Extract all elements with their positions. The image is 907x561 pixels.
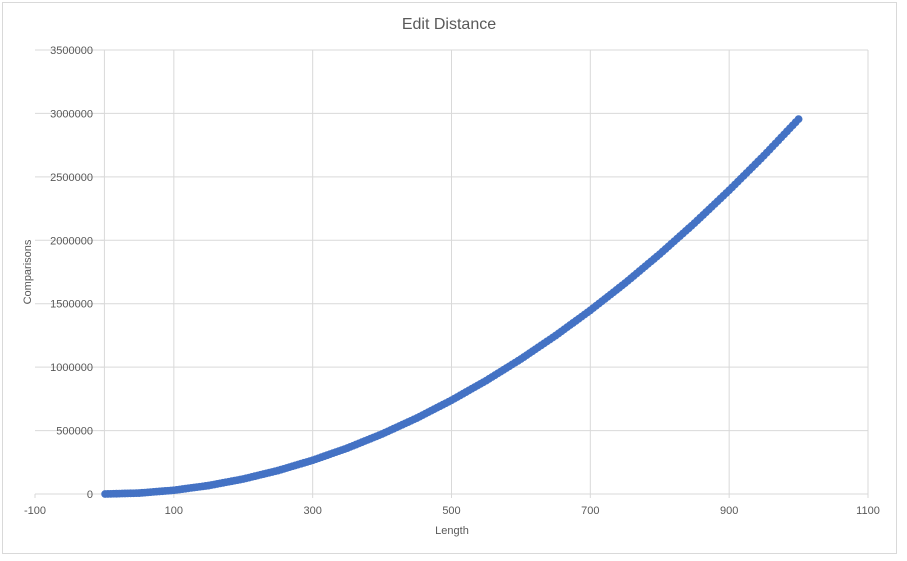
x-tick-label: 900 [720, 505, 738, 517]
y-tick-label: 2500000 [50, 172, 93, 184]
x-tick-label: 500 [442, 505, 460, 517]
tick-labels: -100 100 300 500 700 900 1100 0 500000 1000000 150… [24, 45, 880, 517]
y-tick-label: 2000000 [50, 235, 93, 247]
x-tick-label: 300 [303, 505, 321, 517]
data-point [794, 115, 803, 124]
chart-frame [2, 2, 897, 554]
x-tick-label: 700 [581, 505, 599, 517]
x-tick-label: 1100 [856, 505, 880, 517]
x-tick-label: 100 [165, 505, 183, 517]
y-tick-label: 1000000 [50, 362, 93, 374]
y-tick-label: 3000000 [50, 108, 93, 120]
x-axis-label: Length [435, 525, 469, 537]
y-tick-label: 500000 [56, 426, 93, 438]
chart-title: Edit Distance [402, 16, 496, 33]
x-tick-label: -100 [24, 505, 46, 517]
data-series [101, 115, 803, 498]
y-tick-label: 0 [87, 489, 93, 501]
y-tick-label: 1500000 [50, 299, 93, 311]
series-markers [101, 115, 803, 498]
y-axis-label: Comparisons [22, 239, 34, 304]
gridlines [35, 49, 869, 494]
y-tick-label: 3500000 [50, 45, 93, 57]
